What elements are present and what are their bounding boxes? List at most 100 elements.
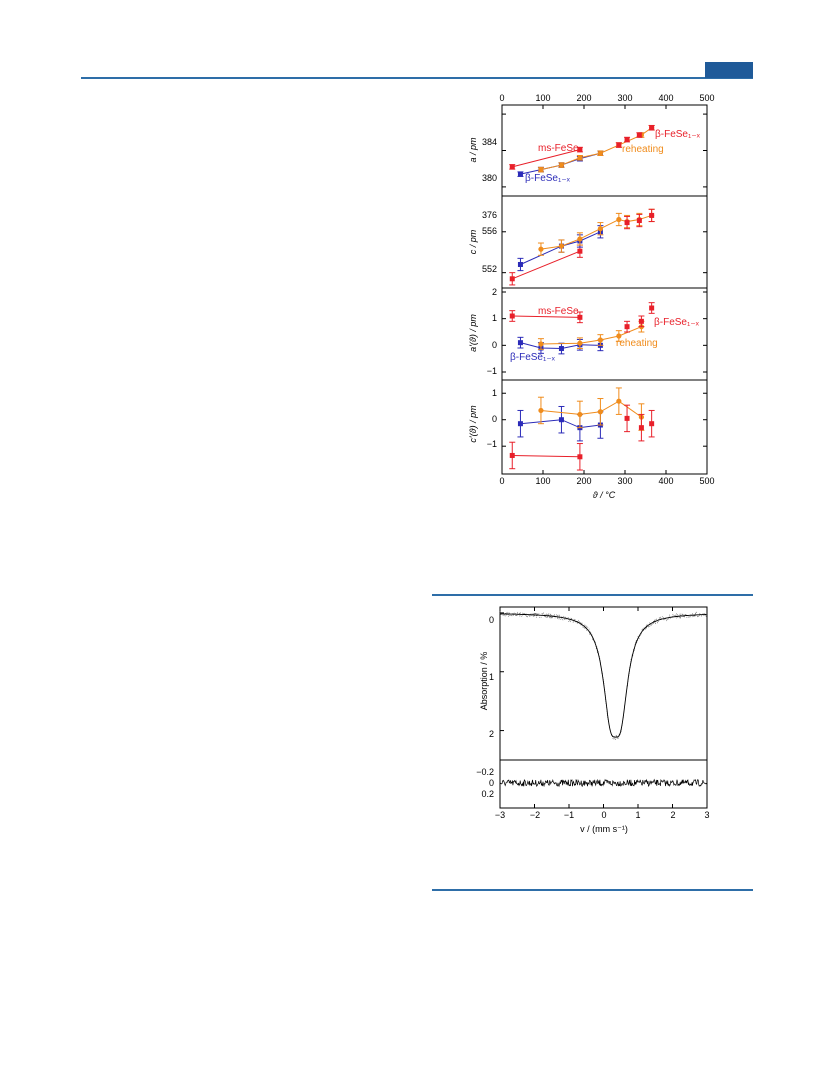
panel-ad-tick: −1 [487,366,497,376]
annotation-reheating-2: reheating [616,338,658,349]
data-point [638,318,644,324]
data-point [597,337,604,343]
series-line [512,315,580,318]
figure-separator-bottom [432,889,753,891]
data-point [649,212,655,218]
data-point [538,407,544,414]
top-tick-label: 500 [699,93,714,103]
top-tick-label: 200 [576,93,591,103]
moss-ytick: 0 [489,615,494,625]
data-point [509,452,515,458]
moss-residual-tick: 0.2 [481,789,494,799]
bottom-tick-label: 500 [699,476,714,486]
data-point [558,346,564,352]
moss-xtick: −3 [495,810,505,820]
panel-c-tick: 552 [482,264,497,274]
data-point [538,341,544,347]
panel-ad-ylabel: a′(ϑ) / pm [468,314,478,352]
series-line [512,149,581,168]
header-tab [705,62,753,78]
moss-xtick: −1 [564,810,574,820]
spectrum-frame [499,606,708,809]
residual-line [499,778,707,788]
moss-xtick: 3 [704,810,709,820]
moss-ylabel: Absorption / % [479,652,489,711]
panel-ad-tick: 1 [492,313,497,323]
annotation-ms-fese-2: ms-FeSe [538,306,579,317]
panel-cd-tick: −1 [487,439,497,449]
data-point [577,155,583,161]
data-point [517,421,523,427]
panel-ad-tick: 0 [492,340,497,350]
top-tick-label: 400 [658,93,673,103]
data-point [517,340,523,346]
data-point [649,125,655,131]
series-line [512,454,580,458]
moss-xtick: 2 [670,810,675,820]
annotation-reheating: reheating [622,144,664,155]
annotation-beta-fese-high-2: β-FeSe₁₋ₓ [654,317,700,328]
data-point [577,236,583,242]
data-point [636,132,642,138]
data-point [649,421,655,427]
series-line [540,214,652,250]
annotation-beta-fese-high: β-FeSe₁₋ₓ [655,129,701,140]
data-point [638,425,644,431]
data-point [616,398,622,404]
figure-separator-top [432,594,753,596]
data-point [616,216,622,223]
moss-residual-tick: 0 [489,778,494,788]
bottom-tick-label: 100 [535,476,550,486]
data-point [577,314,583,320]
top-tick-label: 300 [617,93,632,103]
annotation-ms-fese: ms-FeSe [538,143,579,154]
data-point [558,243,565,249]
moss-ytick: 2 [489,729,494,739]
data-point [577,454,583,460]
moss-residual-tick: −0.2 [476,767,494,777]
data-point [624,324,630,330]
x-axis-label: ϑ / °C [593,490,616,500]
data-point [624,137,630,143]
moss-xtick: 0 [601,810,606,820]
panel-cd-tick: 0 [492,414,497,424]
panel-ad-tick: 2 [492,287,497,297]
data-point [616,333,622,339]
data-point [597,150,604,156]
figure-frame [501,104,708,475]
data-point [624,415,630,421]
moss-xlabel: v / (mm s⁻¹) [580,824,628,834]
panel-c-ylabel: c / pm [468,229,478,254]
panel-cd-tick: 1 [492,388,497,398]
data-point [517,261,523,267]
series-line [540,400,642,418]
data-point [597,226,604,232]
data-point [636,218,642,224]
data-point [538,246,544,252]
data-point [616,142,622,148]
annotation-beta-fese-2: β-FeSe₁₋ₓ [510,352,556,363]
data-point [577,248,583,254]
moss-ytick: 1 [489,672,494,682]
panel-a-tick: 376 [482,210,497,220]
annotation-beta-fese: β-FeSe₁₋ₓ [525,173,571,184]
panel-a-ylabel: a / pm [468,137,478,163]
data-point [577,411,583,418]
data-point [517,171,523,177]
header-rule [81,77,753,79]
top-tick-label: 100 [535,93,550,103]
bottom-tick-label: 200 [576,476,591,486]
spectrum-data [499,611,707,741]
bottom-tick-label: 0 [499,476,504,486]
data-point [577,340,583,346]
data-point [509,276,515,282]
data-point [577,147,583,153]
data-point [558,162,565,168]
panel-cd-ylabel: c′(ϑ) / pm [468,405,478,443]
moss-xtick: −2 [530,810,540,820]
data-point [649,305,655,311]
data-point [509,313,515,319]
top-tick-label: 0 [499,93,504,103]
data-point [558,417,564,423]
